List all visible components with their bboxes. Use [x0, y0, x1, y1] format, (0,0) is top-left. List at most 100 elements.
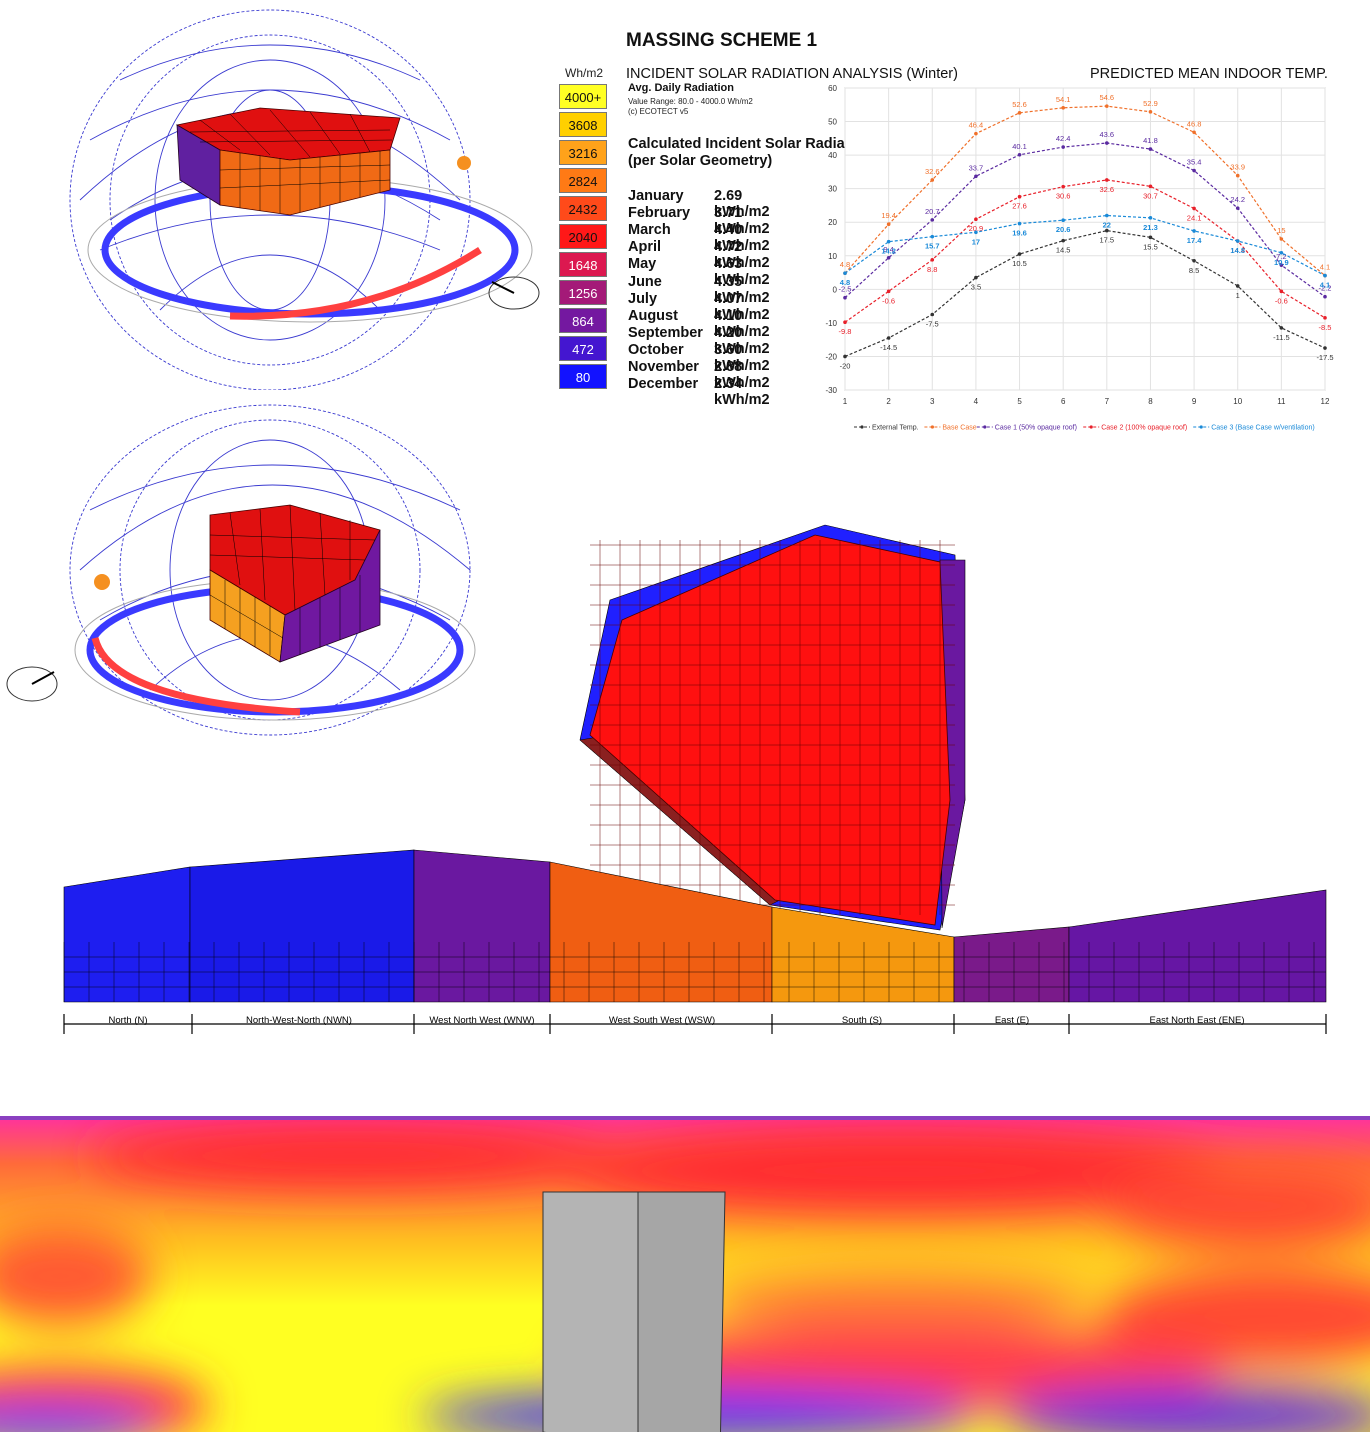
monthly-row: August 4.10 kWh/m2	[628, 307, 770, 340]
monthly-row: March 4.40 kWh/m2	[628, 222, 770, 254]
data-point	[1323, 294, 1327, 299]
scale-swatch: 2824	[559, 168, 607, 193]
data-label: 15	[1277, 226, 1285, 235]
avg-daily-radiation-label: Avg. Daily Radiation	[628, 82, 734, 94]
temperature-line-chart: -30 -20 -10 0 10 20 30 40 50 60 1 2 3 4 5 6 7 8 9 10 11 12 -20…	[818, 78, 1338, 440]
data-point	[1323, 273, 1327, 278]
data-point	[1017, 252, 1022, 256]
month-radiation-value: 4.20 kWh/m2	[714, 324, 770, 357]
data-label: 8.8	[927, 265, 937, 274]
scale-swatch: 3608	[559, 112, 607, 137]
sun-path-diagram-2	[0, 400, 520, 780]
data-point	[1148, 110, 1153, 114]
data-label: 40.1	[1012, 142, 1027, 151]
month-radiation-value: 2.69 kWh/m2	[714, 188, 770, 220]
data-label: 32.6	[1100, 185, 1115, 194]
monthly-row: July 4.07 kWh/m2	[628, 291, 770, 323]
data-label: -0.6	[882, 296, 895, 305]
data-label: 52.6	[1012, 100, 1027, 109]
data-point	[886, 222, 891, 227]
monthly-heading-1: Calculated Incident Solar Radiation	[628, 136, 872, 152]
data-point	[1279, 289, 1284, 294]
data-point	[974, 174, 978, 179]
data-label: -14.5	[880, 343, 897, 352]
data-label: 33.9	[1230, 163, 1245, 172]
x-tick-label: 3	[930, 397, 935, 406]
data-point	[1235, 239, 1240, 243]
data-point	[1323, 346, 1327, 350]
data-label: 42.4	[1056, 134, 1071, 143]
monthly-row: June 4.35 kWh/m2	[628, 274, 770, 306]
series-line	[844, 142, 1326, 299]
data-point	[1279, 326, 1284, 330]
data-label: 14.4	[1230, 246, 1245, 255]
data-point	[843, 354, 847, 359]
data-point	[930, 312, 935, 317]
x-tick-label: 8	[1148, 397, 1153, 406]
legend-label: Case 1 (50% opaque roof)	[995, 425, 1077, 432]
month-radiation-value: 2.88 kWh/m2	[714, 359, 770, 391]
temperature-chart-title: PREDICTED MEAN INDOOR TEMP.	[1090, 66, 1328, 82]
data-label: 9.4	[883, 245, 893, 254]
data-label: 22	[1103, 221, 1111, 230]
scale-swatch: 4000+	[559, 84, 607, 109]
monthly-row: September 4.20 kWh/m2	[628, 325, 770, 357]
data-label: 10.9	[1274, 258, 1289, 267]
month-radiation-value: 2.34 kWh/m2	[714, 376, 770, 409]
data-point	[1017, 194, 1022, 199]
data-point	[930, 258, 935, 262]
monthly-heading-2: (per Solar Geometry)	[628, 153, 773, 169]
month-name: January	[628, 188, 684, 204]
y-tick-label: -10	[825, 319, 837, 328]
header: MASSING SCHEME 1 INCIDENT SOLAR RADIATIO…	[626, 30, 1346, 116]
x-tick-label: 2	[886, 397, 891, 406]
data-label: 20.9	[969, 224, 984, 233]
data-label: 27.6	[1012, 202, 1027, 211]
data-point	[886, 289, 891, 294]
series-line	[844, 214, 1326, 277]
data-label: 41.8	[1143, 136, 1158, 145]
data-label: 46.8	[1187, 119, 1202, 128]
legend-marker	[983, 425, 987, 429]
data-point	[974, 230, 978, 235]
data-point	[843, 295, 847, 300]
data-point	[1192, 206, 1196, 211]
y-tick-label: 40	[828, 151, 837, 160]
data-point	[1235, 173, 1240, 178]
data-label: 19.6	[1012, 229, 1027, 238]
scale-unit-label: Wh/m2	[565, 66, 604, 80]
monthly-row: May 4.63 kWh/m2	[628, 256, 770, 288]
elevation-label-east: East (E)	[995, 1015, 1029, 1026]
x-tick-label: 12	[1321, 397, 1330, 406]
month-radiation-value: 3.60 kWh/m2	[714, 341, 770, 374]
data-label: 20.7	[925, 207, 940, 216]
data-label: 14.8	[1230, 246, 1245, 255]
data-label: -7.5	[926, 320, 939, 329]
data-point	[1148, 147, 1153, 151]
data-label: 15.7	[925, 242, 940, 251]
data-point	[1323, 316, 1327, 320]
value-range-label: Value Range: 80.0 - 4000.0 Wh/m2	[628, 97, 753, 106]
data-point	[1105, 213, 1109, 218]
data-label: 54.1	[1056, 95, 1071, 104]
series-line	[844, 105, 1326, 277]
scale-swatch: 2040	[559, 224, 607, 249]
month-name: August	[628, 307, 678, 324]
scale-swatch: 2432	[559, 196, 607, 221]
sun-path-diagram-1	[40, 0, 560, 391]
data-point	[1017, 221, 1022, 226]
monthly-row: October 3.60 kWh/m2	[628, 342, 770, 374]
roof-plan-radiation-map	[570, 520, 980, 940]
month-radiation-value: 4.40 kWh/m2	[714, 222, 770, 255]
data-point	[1192, 229, 1196, 233]
analysis-subtitle: INCIDENT SOLAR RADIATION ANALYSIS (Winte…	[626, 66, 958, 82]
data-label: 52.9	[1143, 99, 1158, 108]
month-name: February	[628, 205, 691, 222]
month-name: December	[628, 376, 699, 393]
legend-marker	[860, 425, 864, 429]
data-label: 15.5	[1143, 242, 1158, 251]
legend-label: Case 3 (Base Case w/ventilation)	[1211, 425, 1315, 432]
data-point	[1235, 284, 1240, 288]
data-point	[1192, 259, 1196, 263]
data-label: 8.5	[1189, 266, 1199, 275]
